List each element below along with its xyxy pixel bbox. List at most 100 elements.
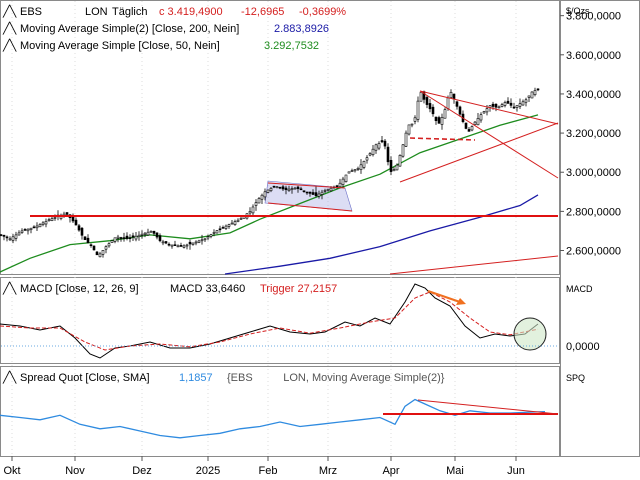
candle	[47, 217, 51, 222]
candle	[536, 88, 540, 92]
candle	[401, 144, 405, 158]
candle	[32, 225, 36, 229]
candle	[119, 236, 123, 242]
candle	[176, 244, 180, 248]
candle	[230, 220, 234, 225]
candle	[395, 163, 399, 171]
candle	[500, 102, 504, 108]
spread-series-line	[0, 398, 546, 439]
x-tick-label: Apr	[382, 465, 399, 477]
candle	[122, 232, 126, 242]
candle	[179, 242, 183, 247]
macd-label: MACD [Close, 12, 26, 9]	[20, 283, 139, 295]
macd-trigger: Trigger 27,2157	[260, 283, 337, 295]
candle	[191, 242, 195, 246]
candle	[302, 190, 306, 193]
candle	[287, 185, 291, 192]
candle	[128, 234, 132, 243]
candle	[527, 95, 531, 102]
candle	[158, 233, 162, 243]
candle	[470, 125, 474, 132]
header-icon: ╱╲	[2, 4, 18, 18]
candle	[83, 236, 87, 240]
macd-zero-tick: 0,0000	[566, 341, 600, 353]
candle	[506, 97, 510, 104]
candle	[5, 235, 9, 242]
candle	[101, 250, 105, 258]
candle	[338, 178, 342, 188]
candle	[416, 96, 420, 123]
candle	[398, 154, 402, 167]
spread-trend-line	[417, 399, 559, 415]
candle	[212, 229, 216, 237]
candle	[8, 236, 12, 241]
price-unit-label: $/Ozs	[566, 6, 590, 16]
candle	[140, 230, 144, 239]
candle	[254, 199, 258, 211]
candle	[323, 188, 327, 194]
candle	[35, 222, 39, 231]
ma50-icon: ╱╲	[2, 38, 18, 52]
macd-arrow-line	[427, 290, 461, 303]
macd-unit-label: MACD	[566, 284, 593, 294]
candle	[185, 243, 189, 250]
candle	[44, 218, 48, 228]
candle	[134, 232, 138, 242]
channel-bottom	[267, 202, 353, 212]
candle	[227, 223, 231, 229]
candle	[2, 234, 6, 241]
candle	[473, 121, 477, 126]
spread-reference: {EBS LON, Moving Average Simple(2)}	[227, 372, 445, 384]
candle	[218, 225, 222, 233]
macd-arrow-head	[456, 298, 466, 305]
candle	[383, 139, 387, 150]
candle	[296, 185, 300, 193]
candle	[89, 243, 93, 248]
candle	[0, 234, 3, 237]
candle	[308, 191, 312, 197]
ma200-icon: ╱╲	[2, 21, 18, 35]
candle	[167, 242, 171, 247]
macd-series-macd	[0, 283, 539, 359]
candle	[41, 221, 45, 227]
y-tick-label: 3.200,0000	[566, 128, 621, 140]
candle	[104, 245, 108, 254]
candle	[155, 232, 159, 240]
candle	[257, 197, 261, 204]
macd-header: ╱╲ MACD [Close, 12, 26, 9] MACD 33,6460 …	[2, 281, 337, 295]
candle	[86, 234, 90, 244]
trend-line-bottom	[389, 255, 559, 275]
candle	[260, 193, 264, 204]
candle	[428, 99, 432, 113]
candle	[482, 110, 486, 114]
candle	[344, 174, 348, 183]
candle	[425, 95, 429, 109]
ma200-value: 2.883,8926	[274, 23, 329, 35]
candle	[188, 239, 192, 250]
candle	[299, 186, 303, 191]
candle	[371, 145, 375, 157]
candle	[479, 112, 483, 123]
candle	[464, 122, 468, 130]
header-change: -12,6965	[241, 6, 284, 18]
candle	[404, 130, 408, 147]
candle	[353, 169, 357, 173]
candle	[389, 156, 393, 176]
candle	[515, 105, 519, 112]
price-header: ╱╲ EBS LON Täglich c 3.419,4900 -12,6965…	[2, 4, 346, 52]
candle	[533, 87, 537, 97]
candle	[284, 185, 288, 195]
y-tick-label: 3.600,0000	[566, 50, 621, 62]
candle	[509, 98, 513, 108]
x-tick-label: Feb	[259, 465, 278, 477]
y-tick-label: 2.800,0000	[566, 206, 621, 218]
candle	[74, 217, 78, 226]
x-tick-label: Okt	[3, 465, 20, 477]
x-tick-label: Mrz	[319, 465, 337, 477]
candle	[38, 223, 42, 228]
y-tick-label: 3.800,0000	[566, 11, 621, 23]
candle	[305, 191, 309, 195]
trend-line-rising	[399, 122, 559, 183]
y-tick-label: 3.400,0000	[566, 89, 621, 101]
